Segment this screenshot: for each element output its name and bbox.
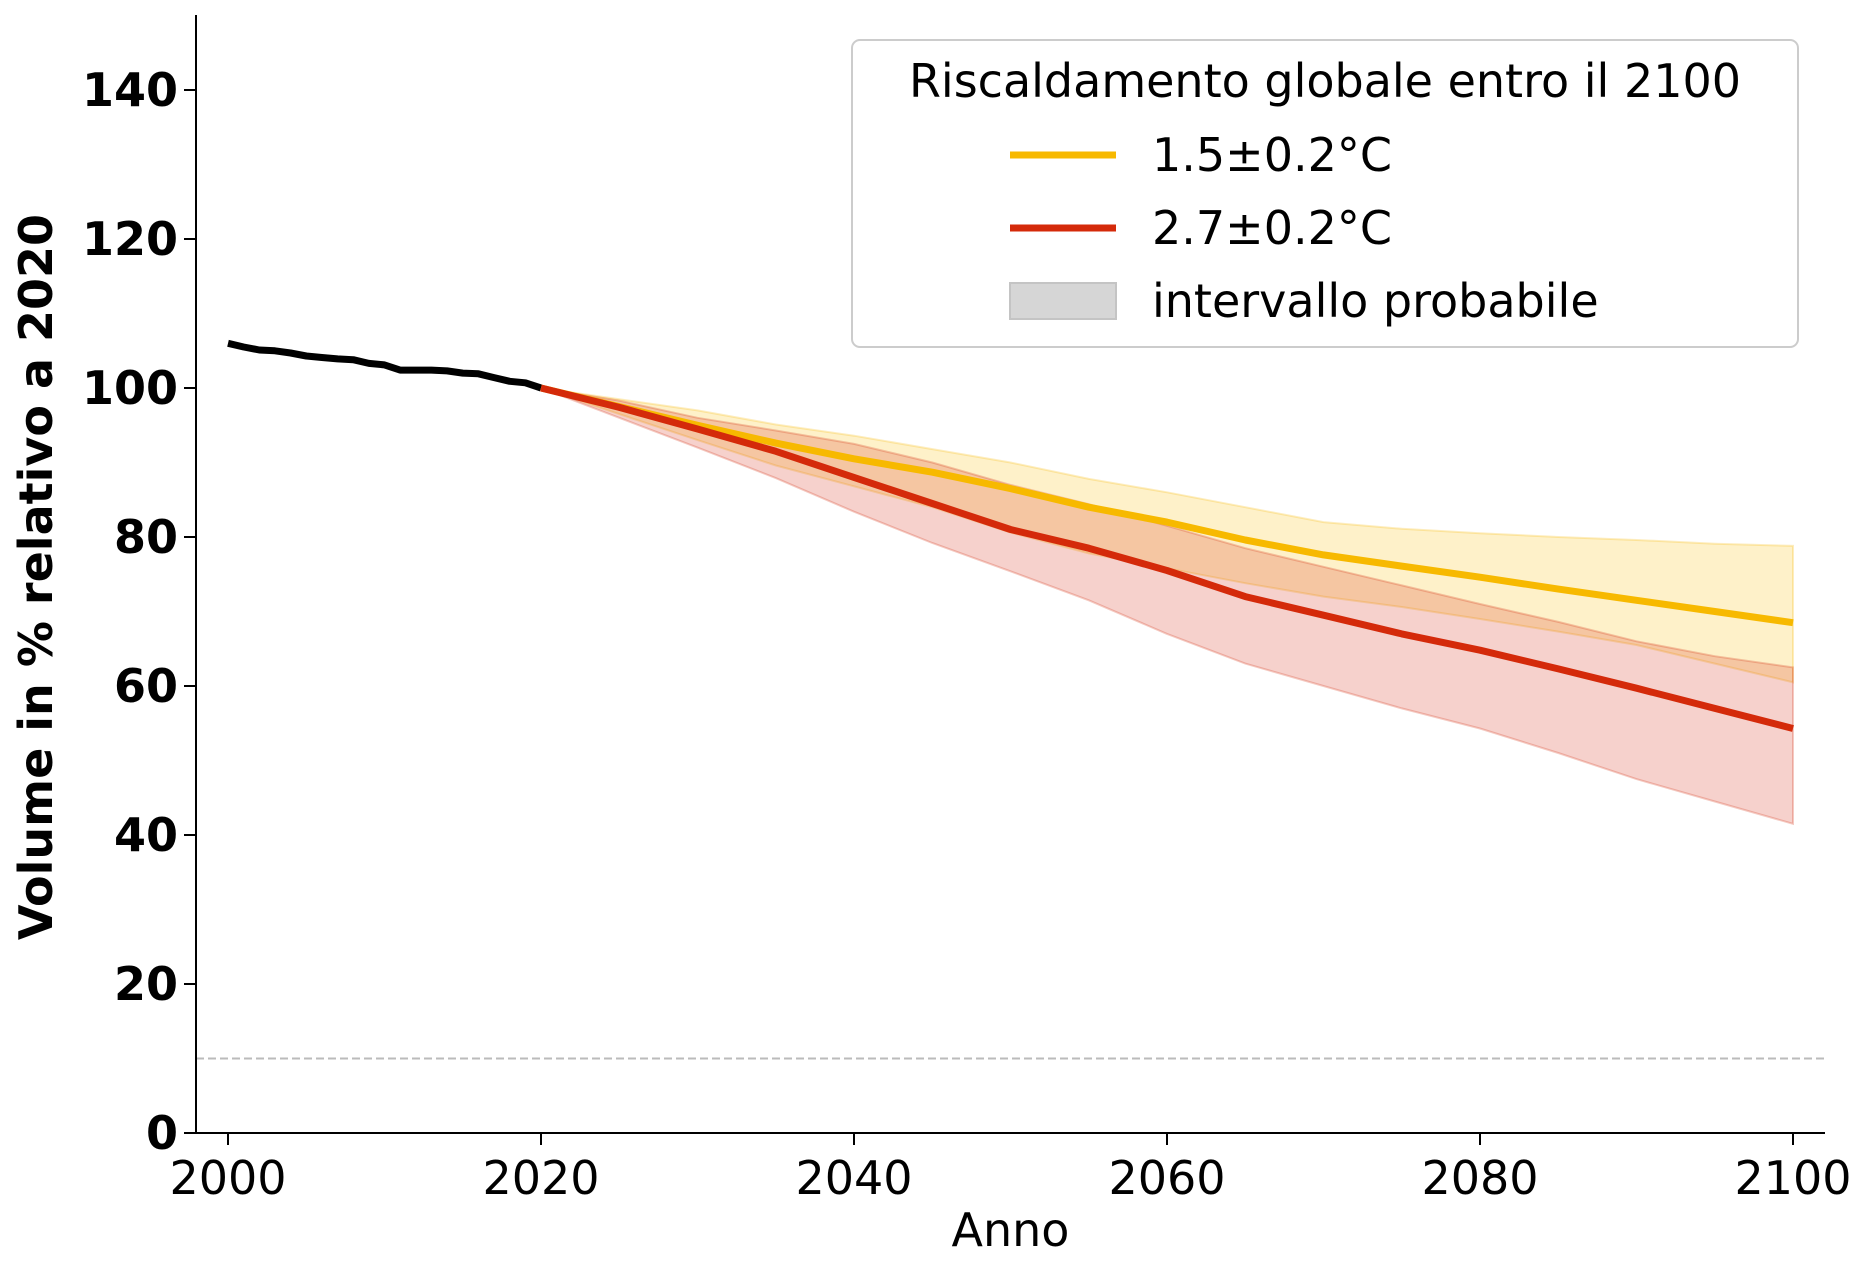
x-tick-label: 2080 <box>1421 1151 1538 1205</box>
series-line-1 <box>227 339 543 392</box>
legend-swatch-patch <box>1009 282 1117 320</box>
y-tick-label: 120 <box>82 212 178 266</box>
y-axis-label: Volume in % relativo a 2020 <box>9 214 63 940</box>
legend-entry-label: 1.5±0.2°C <box>1152 128 1392 182</box>
series-line-2 <box>540 384 1794 627</box>
legend: Riscaldamento globale entro il 2100 1.5±… <box>851 39 1799 348</box>
legend-title: Riscaldamento globale entro il 2100 <box>909 54 1741 108</box>
legend-entry-label: intervallo probabile <box>1152 274 1599 328</box>
y-tick-label: 140 <box>82 63 178 117</box>
y-tick-label: 60 <box>114 659 178 713</box>
legend-entry-label: 2.7±0.2°C <box>1152 201 1392 255</box>
x-tick-label: 2060 <box>1108 1151 1225 1205</box>
y-tick-label: 20 <box>114 957 178 1011</box>
band-series-3 <box>540 387 1794 826</box>
legend-entries: 1.5±0.2°C 2.7±0.2°C intervallo probabile <box>1009 128 1599 328</box>
x-axis-label: Anno <box>952 1203 1070 1257</box>
legend-box <box>851 39 1799 348</box>
x-tick-label: 2020 <box>482 1151 599 1205</box>
x-tick-label: 2040 <box>795 1151 912 1205</box>
x-tick-label: 2100 <box>1734 1151 1851 1205</box>
x-tick-label: 2000 <box>169 1151 286 1205</box>
series-line-3 <box>540 384 1794 732</box>
y-tick-label: 0 <box>146 1106 178 1160</box>
y-tick-label: 40 <box>114 808 178 862</box>
y-tick-label: 100 <box>82 361 178 415</box>
series-lines <box>227 339 1794 732</box>
y-tick-label: 80 <box>114 510 178 564</box>
